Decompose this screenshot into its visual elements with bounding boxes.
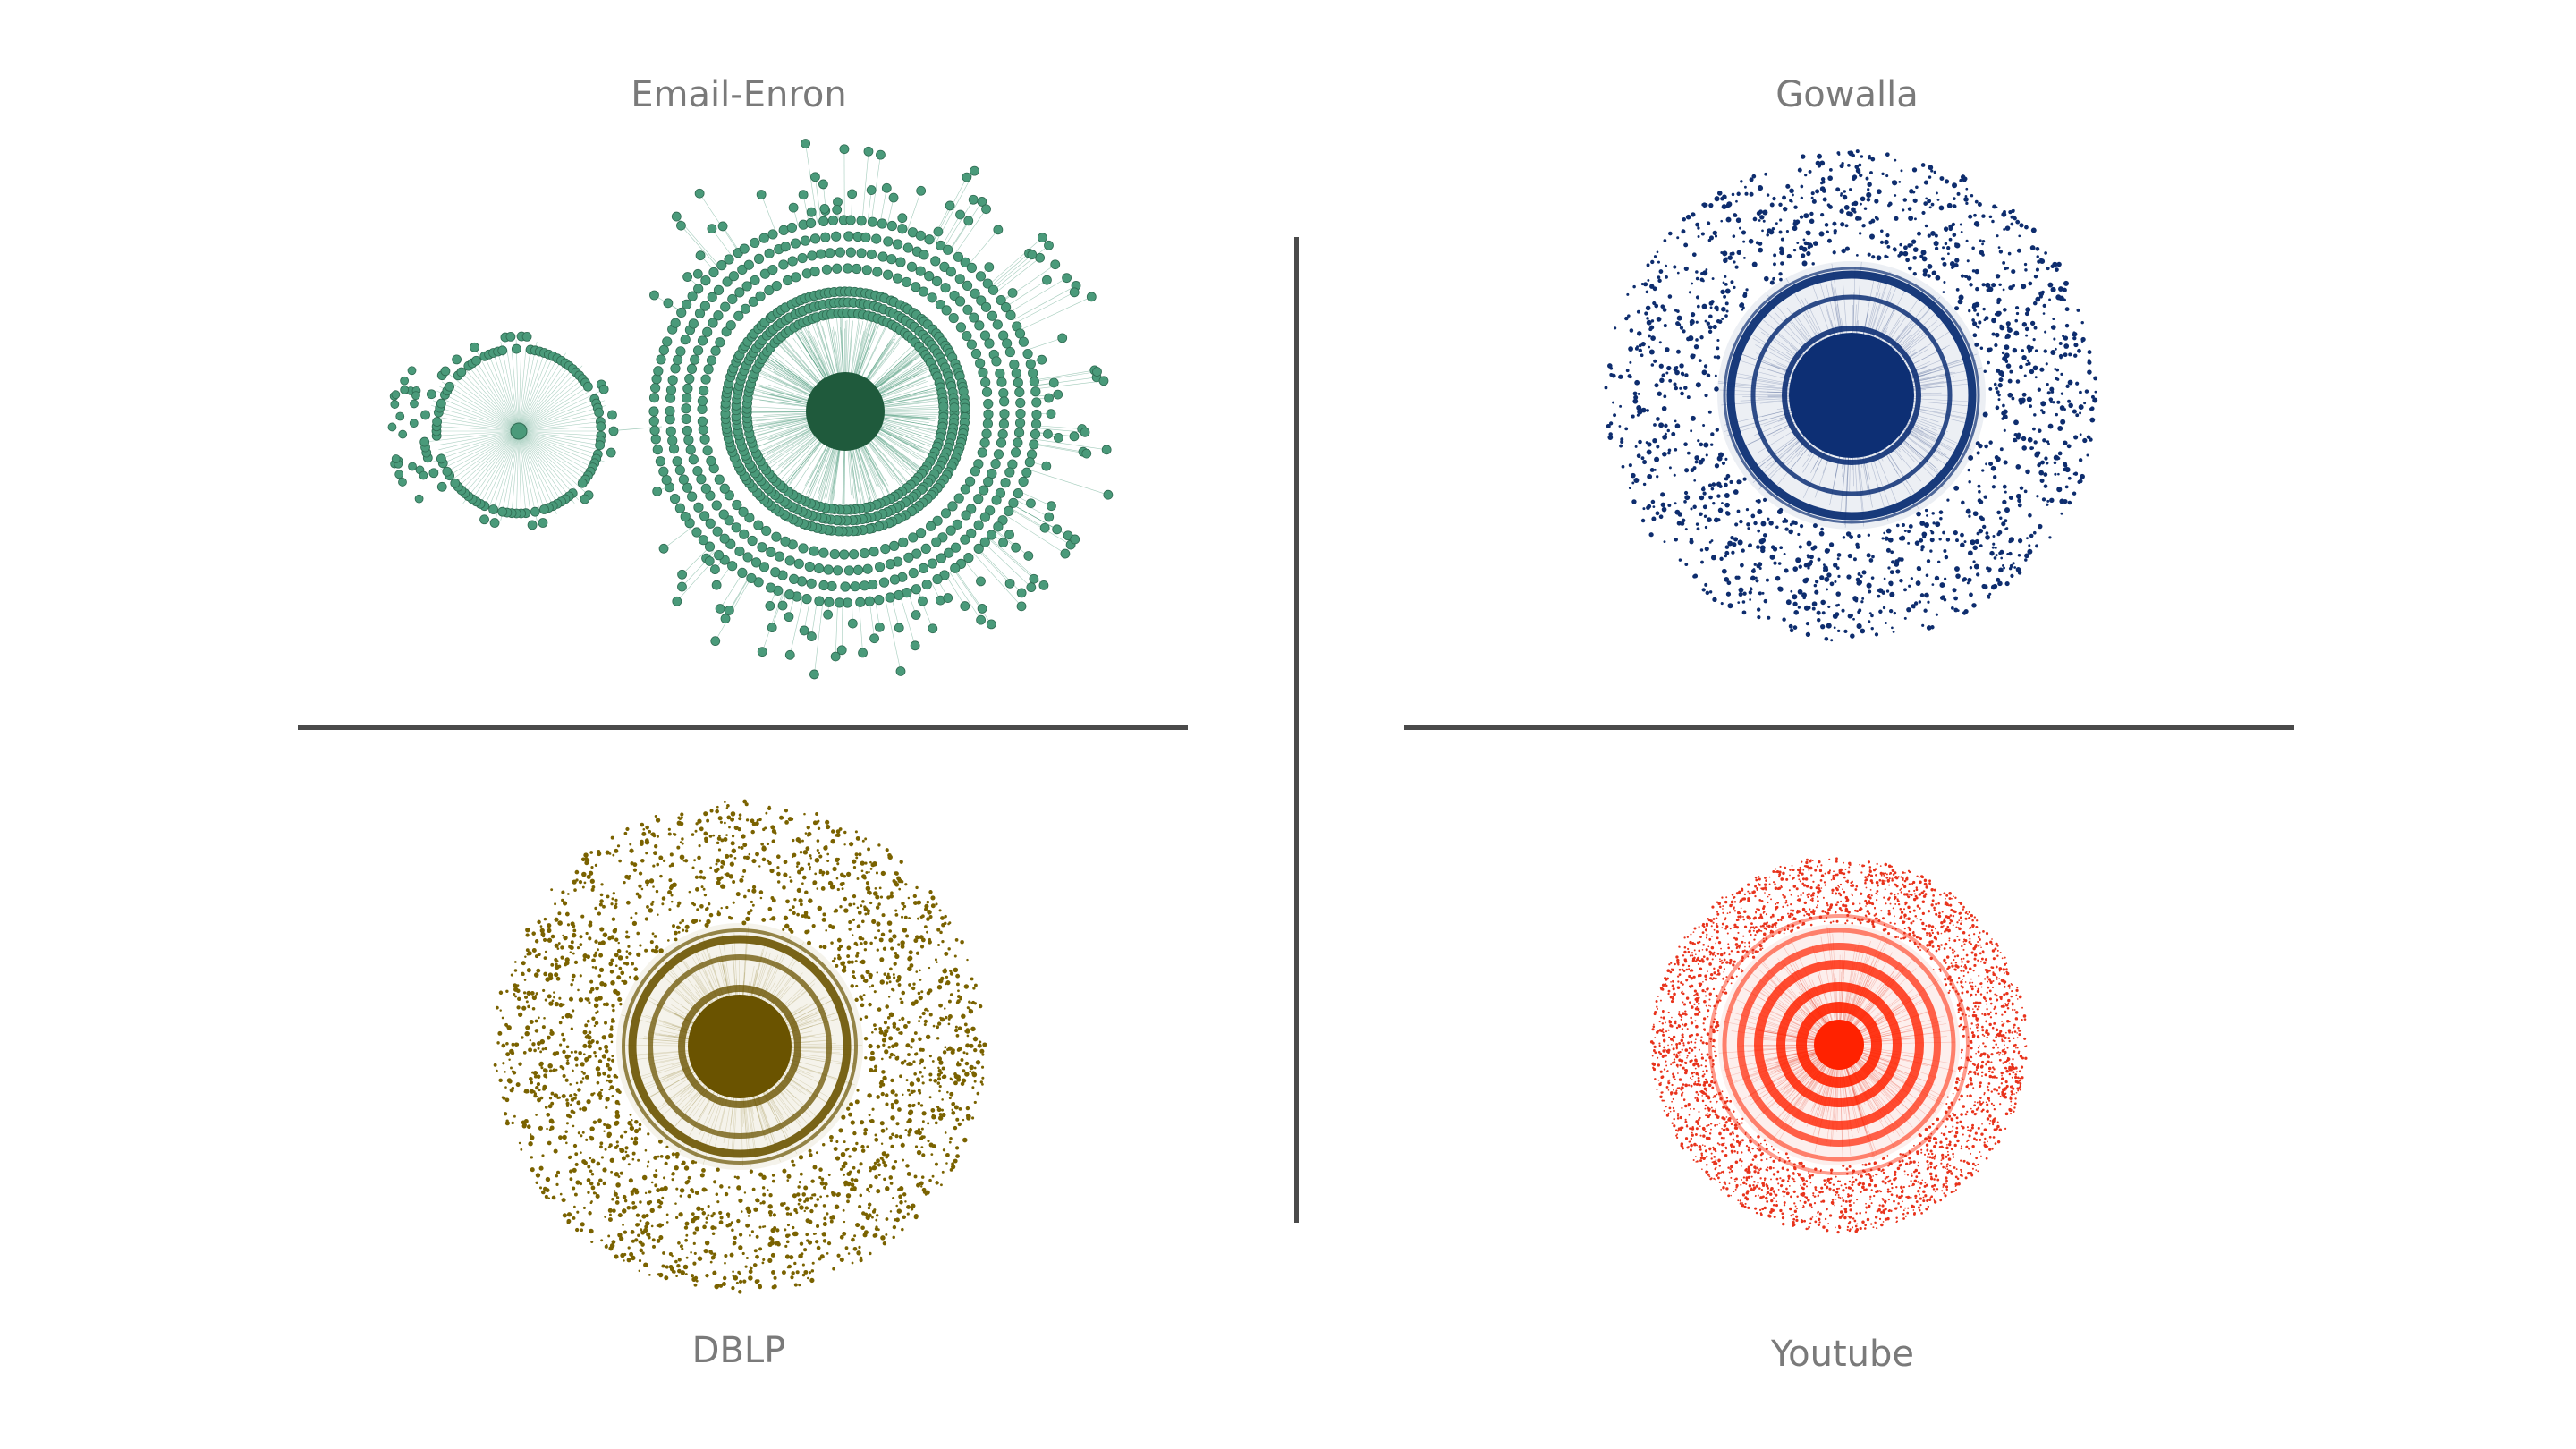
divider-right-horizontal [1404,725,2294,730]
graph-email-enron [387,139,1114,680]
youtube-nodes [1649,857,2028,1234]
gowalla-hub [1789,333,1914,458]
divider-left-horizontal [298,725,1188,730]
title-youtube: Youtube [1771,1334,1914,1375]
youtube-hub [1814,1020,1864,1070]
graph-gowalla [1604,149,2098,642]
title-gowalla: Gowalla [1775,74,1919,115]
graph-youtube [1649,857,2028,1234]
title-email-enron: Email-Enron [631,74,847,115]
graph-dblp [493,799,987,1294]
enron-main-component [648,139,1114,680]
enron-hub [806,372,885,451]
enron-small-component [387,331,663,530]
dblp-nodes [493,799,987,1294]
title-dblp: DBLP [691,1330,786,1371]
divider-vertical [1294,237,1299,1223]
gowalla-nodes [1604,149,2098,642]
dblp-hub [688,995,792,1098]
